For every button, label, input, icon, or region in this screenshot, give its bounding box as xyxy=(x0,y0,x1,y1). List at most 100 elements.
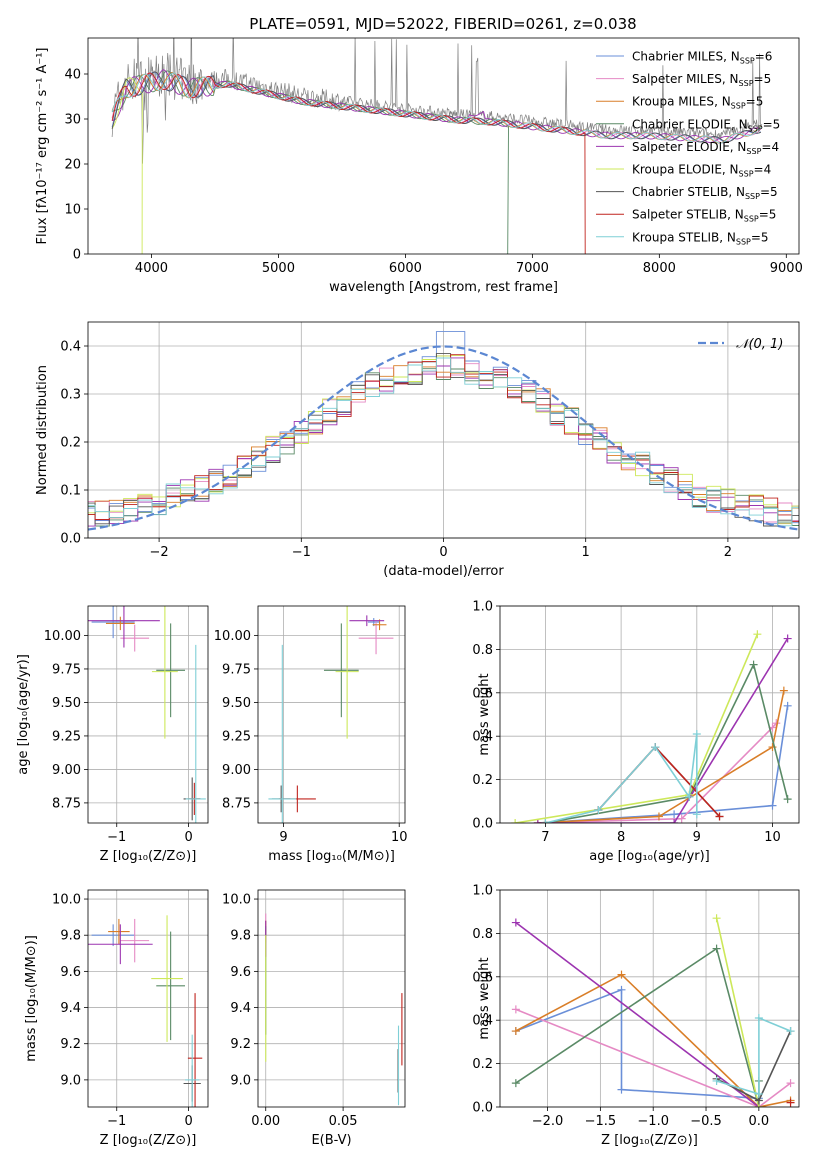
y-tick-label: 9.50 xyxy=(52,696,81,711)
x-axis-label: wavelength [Angstrom, rest frame] xyxy=(329,280,558,295)
y-axis-label: age [log₁₀(age/yr)] xyxy=(16,654,31,775)
x-tick-label: 0 xyxy=(439,545,447,560)
y-tick-label: 9.2 xyxy=(230,1037,251,1052)
weight-marker xyxy=(541,819,550,823)
legend-nssp-prefix: , N xyxy=(719,230,736,244)
weight-marker xyxy=(783,634,792,643)
legend-series-name: Chabrier ELODIE xyxy=(632,117,731,131)
legend-series-name: Salpeter STELIB xyxy=(632,208,727,222)
x-tick-label: 8000 xyxy=(643,261,676,276)
plot-frame xyxy=(87,605,209,824)
legend-label: Chabrier MILES, NSSP=6 xyxy=(632,50,772,66)
weight-marker xyxy=(677,814,686,823)
y-axis-label: mass [log₁₀(M/M⊙)] xyxy=(24,935,39,1062)
legend-nssp-sub: SSP xyxy=(746,147,761,156)
x-tick-label: 0.05 xyxy=(329,1114,358,1129)
legend-nssp-sub: SSP xyxy=(748,124,763,133)
y-tick-label: 10.0 xyxy=(52,893,81,908)
spectrum-panel: 4000 5000 6000 7000 8000 9000 0 10 20 30 40 wavelen… xyxy=(35,37,803,295)
y-tick-label: 9.75 xyxy=(222,662,251,677)
legend-series-name: Kroupa STELIB xyxy=(632,230,719,244)
y-tick-label: 9.75 xyxy=(52,662,81,677)
legend-nssp-eq: = xyxy=(754,163,764,177)
weight-line-kroupa-miles xyxy=(515,973,791,1107)
x-tick-label: −0.5 xyxy=(690,1114,722,1129)
legend-nssp-prefix: , N xyxy=(731,117,748,131)
legend-series-name: Chabrier STELIB xyxy=(632,185,728,199)
x-axis-label: Z [log₁₀(Z/Z⊙)] xyxy=(601,1133,698,1148)
x-tick-label: 6000 xyxy=(389,261,422,276)
weight-marker xyxy=(712,944,721,953)
legend-nssp-sub: SSP xyxy=(739,170,754,179)
weight-line-kroupa-stelib xyxy=(545,733,698,823)
weight-marker xyxy=(754,1089,763,1098)
y-tick-label: 9.4 xyxy=(230,1001,251,1016)
legend-label: Chabrier ELODIE, NSSP=5 xyxy=(632,117,780,133)
weight-marker xyxy=(654,812,663,821)
weight-marker xyxy=(768,801,777,810)
weight-line-chabrier-miles xyxy=(515,988,759,1100)
legend-nssp-sub: SSP xyxy=(731,102,746,111)
x-tick-label: 0.0 xyxy=(749,1114,770,1129)
x-tick-label: 0.00 xyxy=(251,1114,280,1129)
errorbar-plot-area xyxy=(265,913,403,1106)
y-tick-label: 0.4 xyxy=(60,340,81,355)
y-tick-label: 9.2 xyxy=(60,1037,81,1052)
weight-line-salpeter-miles xyxy=(537,722,777,823)
legend-nssp-value: 5 xyxy=(773,117,781,131)
y-tick-label: 0.8 xyxy=(472,643,493,658)
weight-marker xyxy=(617,1085,626,1094)
legend-series-name: Salpeter ELODIE xyxy=(632,140,730,154)
legend-nssp-value: 4 xyxy=(771,140,779,154)
y-tick-label: 0.2 xyxy=(472,773,493,788)
weight-marker xyxy=(754,1014,763,1023)
weight-marker xyxy=(511,1005,520,1014)
weight-marker xyxy=(712,1076,721,1085)
legend-nssp-eq: = xyxy=(751,230,761,244)
legend-nssp-eq: = xyxy=(759,208,769,222)
weight-marker xyxy=(786,1027,795,1036)
x-tick-label: 1 xyxy=(582,545,590,560)
x-tick-label: −2.0 xyxy=(532,1114,564,1129)
weight-marker xyxy=(715,812,724,821)
y-tick-label: 30 xyxy=(64,113,81,128)
legend-series-name: Salpeter MILES xyxy=(632,72,722,86)
errorbar-plot-area xyxy=(88,606,206,823)
legend-nssp-prefix: , N xyxy=(714,95,731,109)
legend-nssp-eq: = xyxy=(760,185,770,199)
weight-marker xyxy=(783,701,792,710)
legend-series-name: Kroupa MILES xyxy=(632,95,714,109)
histogram-kroupa-stelib xyxy=(88,357,799,527)
age-vs-mass-panel: 9 10 8.75 9.00 9.25 9.50 9.75 10.00 mass [log₁₀(… xyxy=(214,605,407,864)
y-tick-label: 0.8 xyxy=(472,927,493,942)
legend-nssp-value: 5 xyxy=(769,208,777,222)
x-tick-label: 8 xyxy=(617,830,625,845)
x-tick-label: 0 xyxy=(184,830,192,845)
y-tick-label: 9.00 xyxy=(52,763,81,778)
legend-nssp-prefix: , N xyxy=(730,140,747,154)
residuals-plot-area xyxy=(88,331,799,531)
y-tick-label: 0.1 xyxy=(60,484,81,499)
y-axis-label: Normed distribution xyxy=(35,365,50,495)
mass-vs-ebv-panel: 0.00 0.05 9.0 9.2 9.4 9.6 9.8 10.0 E(B-V) xyxy=(222,889,406,1148)
weight-line-salpeter-miles xyxy=(515,1008,791,1107)
model-spectrum-kroupa-elodie xyxy=(111,77,143,254)
weight-marker xyxy=(617,985,626,994)
x-tick-label: −1 xyxy=(107,1114,126,1129)
y-tick-label: 0.2 xyxy=(472,1057,493,1072)
y-tick-label: 9.8 xyxy=(230,929,251,944)
x-tick-label: −1 xyxy=(107,830,126,845)
y-axis-label: mass weight xyxy=(477,957,492,1039)
weight-marker xyxy=(692,810,701,819)
y-tick-label: 9.25 xyxy=(222,729,251,744)
y-tick-label: 10 xyxy=(64,203,81,218)
y-tick-label: 9.8 xyxy=(60,929,81,944)
histogram-chabrier-stelib xyxy=(88,353,799,527)
x-tick-label: 9000 xyxy=(770,261,803,276)
legend-nssp-value: 5 xyxy=(756,95,764,109)
legend-nssp-eq: = xyxy=(754,72,764,86)
y-tick-label: 0.0 xyxy=(60,532,81,547)
x-tick-label: −1.0 xyxy=(637,1114,669,1129)
x-tick-label: −1 xyxy=(292,545,311,560)
x-tick-label: 10 xyxy=(764,830,781,845)
